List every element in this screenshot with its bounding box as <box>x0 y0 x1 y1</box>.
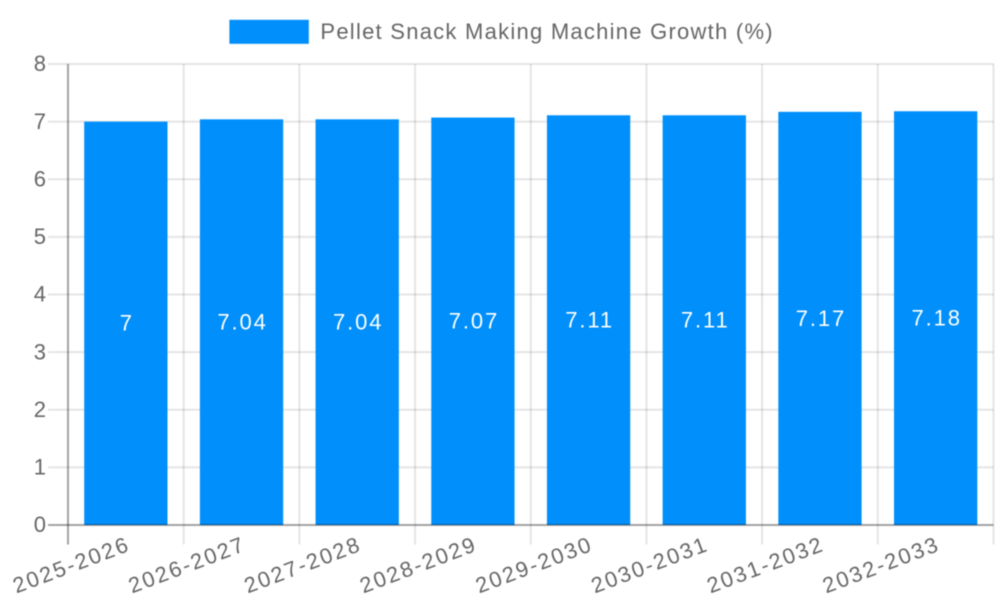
svg-text:7.17: 7.17 <box>796 306 846 331</box>
svg-text:2: 2 <box>34 397 46 422</box>
svg-text:7: 7 <box>34 109 46 134</box>
svg-text:0: 0 <box>34 512 46 537</box>
svg-text:7.18: 7.18 <box>911 306 961 331</box>
svg-text:7: 7 <box>120 311 134 336</box>
svg-text:6: 6 <box>34 166 46 191</box>
svg-text:7.11: 7.11 <box>565 308 614 333</box>
svg-text:7.07: 7.07 <box>449 309 499 334</box>
svg-text:7.04: 7.04 <box>217 310 267 335</box>
svg-text:Pellet Snack Making Machine Gr: Pellet Snack Making Machine Growth (%) <box>320 19 773 44</box>
svg-text:5: 5 <box>34 224 46 249</box>
svg-text:4: 4 <box>34 282 46 307</box>
svg-text:7.11: 7.11 <box>681 308 730 333</box>
svg-text:7.04: 7.04 <box>333 310 383 335</box>
svg-text:8: 8 <box>34 51 46 76</box>
svg-text:1: 1 <box>34 455 46 480</box>
svg-text:3: 3 <box>34 339 46 364</box>
